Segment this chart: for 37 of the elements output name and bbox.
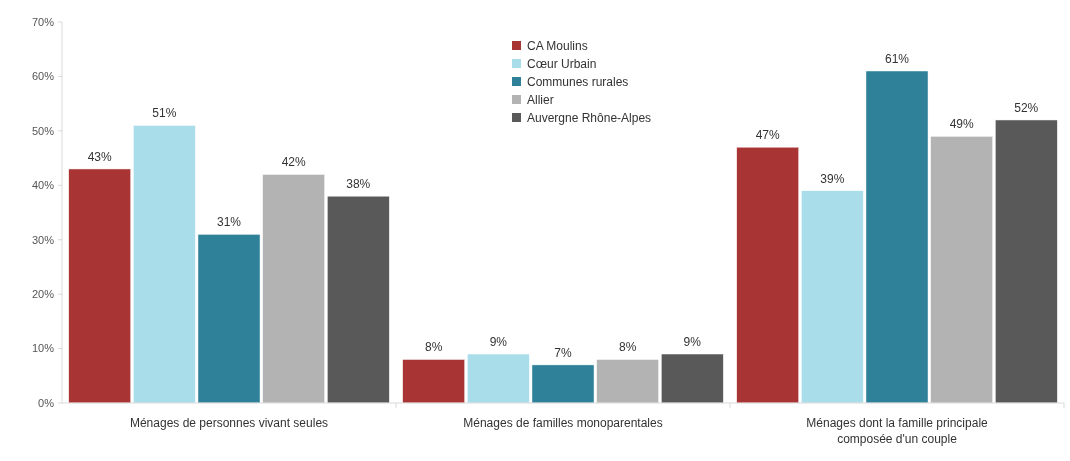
data-label: 7% xyxy=(554,345,572,360)
y-tick-label: 50% xyxy=(31,124,55,137)
bar xyxy=(995,119,1058,404)
legend-label: Auvergne Rhône-Alpes xyxy=(527,111,652,126)
data-label: 61% xyxy=(884,51,910,66)
bar xyxy=(736,146,799,404)
y-tick-label: 0% xyxy=(38,396,55,409)
data-label: 42% xyxy=(281,155,306,170)
data-label: 49% xyxy=(949,117,974,132)
data-label: 38% xyxy=(346,177,371,192)
data-label: 8% xyxy=(425,340,443,355)
bar xyxy=(402,359,465,404)
y-tick-label: 60% xyxy=(31,70,55,83)
y-tick-label: 40% xyxy=(31,179,55,192)
x-tick-label: Ménages de personnes vivant seules xyxy=(129,416,329,430)
legend-label: Allier xyxy=(527,93,554,108)
data-label: 31% xyxy=(216,215,242,230)
bar xyxy=(327,195,390,404)
legend-label: CA Moulins xyxy=(527,39,588,54)
y-tick-label: 10% xyxy=(31,342,55,355)
data-label: 9% xyxy=(489,335,508,350)
bar xyxy=(661,353,724,404)
data-label: 39% xyxy=(820,171,845,186)
data-label: 43% xyxy=(87,149,113,164)
y-tick-label: 30% xyxy=(31,233,55,246)
bar xyxy=(68,168,131,404)
y-tick-label: 70% xyxy=(31,15,55,28)
data-label: 8% xyxy=(618,340,637,355)
legend-label: Cœur Urbain xyxy=(527,57,597,72)
data-label: 51% xyxy=(152,106,177,121)
data-label: 47% xyxy=(755,128,781,143)
data-label: 52% xyxy=(1014,100,1039,115)
x-tick-label: Ménages dont la famille principale composée d'un couple xyxy=(806,416,989,446)
y-tick-label: 20% xyxy=(31,287,55,300)
x-tick-label: Ménages de familles monoparentales xyxy=(463,416,663,430)
legend-label: Communes rurales xyxy=(527,75,629,90)
data-label: 9% xyxy=(683,335,702,350)
